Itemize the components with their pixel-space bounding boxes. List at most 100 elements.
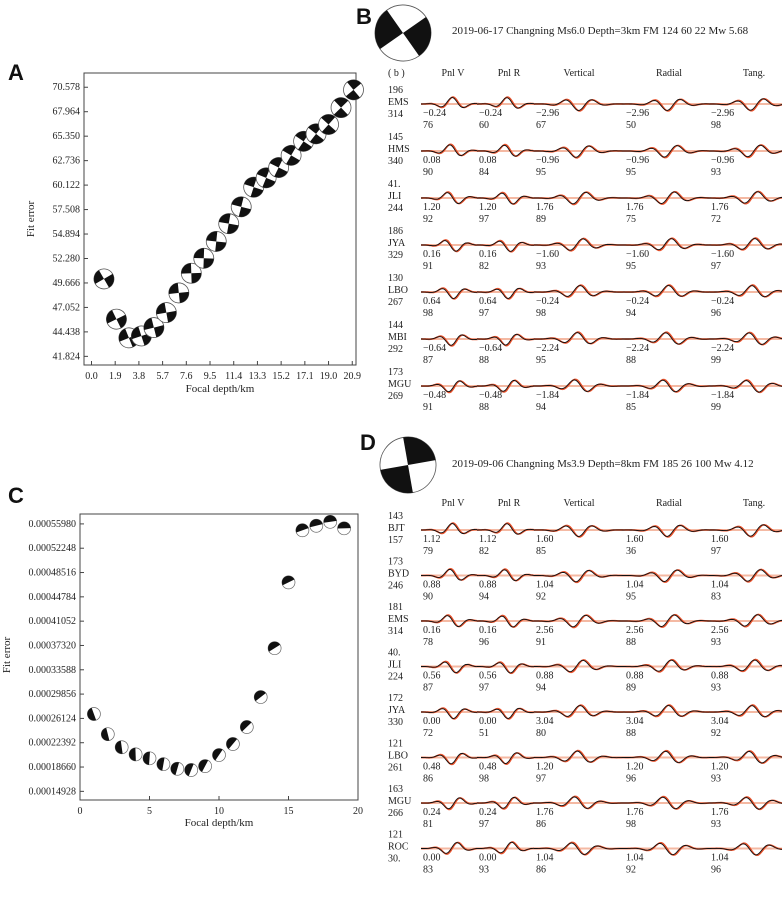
chart-c-point-beachball-icon xyxy=(226,737,240,751)
panel-d-observed-trace xyxy=(421,708,485,719)
panel-b-time-shift: 0.08 xyxy=(479,155,497,166)
chart-c-point-beachball-icon xyxy=(323,514,338,529)
panel-b-time-shift: −1.60 xyxy=(626,249,649,260)
panel-b-correlation: 90 xyxy=(423,167,433,178)
chart-c-ytick-label: 0.00014928 xyxy=(29,786,77,797)
chart-c-ytick-label: 0.00041052 xyxy=(29,616,77,627)
panel-b-observed-trace xyxy=(421,97,485,108)
chart-c-point-beachball-icon xyxy=(100,727,115,742)
panel-d-column-header: Tang. xyxy=(743,498,765,509)
panel-d-time-shift: 1.60 xyxy=(711,534,729,545)
panel-d-time-shift: 1.60 xyxy=(536,534,554,545)
panel-b-observed-trace xyxy=(709,191,782,204)
panel-d-correlation: 94 xyxy=(479,592,489,603)
panel-d-correlation: 93 xyxy=(711,637,721,648)
panel-b-correlation: 96 xyxy=(711,308,721,319)
panel-b-time-shift: 1.76 xyxy=(711,202,729,213)
panel-d-station-distance: 30. xyxy=(388,854,401,865)
panel-b-correlation: 75 xyxy=(626,214,636,225)
panel-d-correlation: 85 xyxy=(536,546,546,557)
chart-a-points xyxy=(93,79,364,349)
panel-b-time-shift: −0.24 xyxy=(479,108,502,119)
panel-d-correlation: 96 xyxy=(479,637,489,648)
panel-d-time-shift: 1.20 xyxy=(711,762,729,773)
panel-b-correlation: 87 xyxy=(423,355,433,366)
panel-b-time-shift: −1.84 xyxy=(536,390,559,401)
panel-d-observed-trace xyxy=(534,842,624,855)
panel-d-time-shift: 1.76 xyxy=(711,807,729,818)
chart-c-point-beachball-icon xyxy=(128,747,143,762)
panel-d-station-azimuth: 121 xyxy=(388,830,403,841)
chart-a-x-axis: 0.0 1.9 3.8 5.7 7.6 9.5 11.4 13.3 15.2 17.1 19.0 20… xyxy=(85,361,361,382)
panel-d-observed-trace xyxy=(477,615,542,628)
panel-d-beachball-shape xyxy=(379,436,437,494)
panel-b-time-shift: 1.76 xyxy=(626,202,644,213)
chart-c-xtick-label: 0 xyxy=(78,806,83,817)
panel-d-observed-trace xyxy=(421,842,486,854)
panel-d-correlation: 72 xyxy=(423,728,433,739)
panel-d-time-shift: 0.00 xyxy=(479,853,497,864)
panel-b-correlation: 72 xyxy=(711,214,721,225)
panel-b-observed-trace xyxy=(533,332,624,345)
panel-b-time-shift: 0.08 xyxy=(423,155,441,166)
panel-d-correlation: 89 xyxy=(626,683,636,694)
panel-d-observed-trace xyxy=(477,662,541,674)
chart-a-ytick-label: 70.578 xyxy=(53,82,81,93)
panel-b-time-shift: −0.96 xyxy=(711,155,734,166)
chart-c-ytick-label: 0.00022392 xyxy=(29,738,77,749)
panel-d-observed-trace xyxy=(420,797,485,810)
chart-a-point-beachball-icon xyxy=(330,97,352,119)
panel-d-station-code: JYA xyxy=(388,705,406,716)
chart-c-point-beachball-icon xyxy=(87,707,101,721)
chart-c-xtick-label: 15 xyxy=(284,806,294,817)
panel-b-time-shift: −1.84 xyxy=(711,390,734,401)
panel-b-observed-trace xyxy=(624,145,714,158)
panel-b-correlation: 93 xyxy=(711,167,721,178)
panel-d-observed-trace xyxy=(709,797,782,810)
chart-a-ytick-label: 47.052 xyxy=(53,302,81,313)
chart-c-ytick-label: 0.00033588 xyxy=(29,665,77,676)
panel-label-b: B xyxy=(356,4,372,29)
panel-d-column-header: Pnl V xyxy=(442,498,466,509)
panel-b-station-code: JYA xyxy=(388,238,406,249)
panel-b-observed-trace xyxy=(534,379,624,392)
panel-d-correlation: 86 xyxy=(423,774,433,785)
panel-d-time-shift: 0.48 xyxy=(423,762,441,773)
panel-d-correlation: 98 xyxy=(479,774,489,785)
panel-d-time-shift: 3.04 xyxy=(536,716,554,727)
panel-d-observed-trace xyxy=(533,750,624,763)
chart-c-ytick-label: 0.00018660 xyxy=(29,762,77,773)
panel-d-observed-trace xyxy=(709,569,782,582)
chart-c-xtick-label: 20 xyxy=(353,806,363,817)
panel-d-observed-trace xyxy=(477,841,541,854)
panel-d-station-distance: 314 xyxy=(388,626,403,637)
panel-d-column-header: Pnl R xyxy=(498,498,521,509)
panel-b-station-distance: 244 xyxy=(388,203,403,214)
chart-c-point-beachball-icon xyxy=(295,523,310,538)
panel-b-synthetic-trace xyxy=(623,284,715,298)
panel-d-correlation: 97 xyxy=(479,819,489,830)
chart-a-ytick-label: 65.350 xyxy=(53,131,81,142)
chart-a-xtick-label: 11.4 xyxy=(225,371,242,382)
panel-label-d: D xyxy=(360,430,376,455)
panel-d-time-shift: 0.88 xyxy=(536,671,554,682)
panel-b-beachball-shape xyxy=(374,4,432,62)
panel-d-correlation: 79 xyxy=(423,546,433,557)
panel-d-correlation: 87 xyxy=(423,683,433,694)
chart-c-point-beachball-icon xyxy=(184,763,199,777)
panel-b-time-shift: 1.20 xyxy=(479,202,497,213)
panel-b-station-distance: 292 xyxy=(388,344,403,355)
chart-a-point-beachball-icon xyxy=(255,167,277,189)
panel-d-station-azimuth: 143 xyxy=(388,511,403,522)
chart-a-point-beachball-icon xyxy=(218,213,240,235)
panel-d-time-shift: 0.24 xyxy=(423,807,441,818)
panel-b-correlation: 50 xyxy=(626,120,636,131)
chart-a-point-beachball-icon xyxy=(343,79,364,101)
panel-d-observed-trace xyxy=(421,661,485,674)
panel-d-time-shift: 0.24 xyxy=(479,807,497,818)
panel-b-correlation: 95 xyxy=(626,261,636,272)
panel-d-correlation: 93 xyxy=(711,819,721,830)
